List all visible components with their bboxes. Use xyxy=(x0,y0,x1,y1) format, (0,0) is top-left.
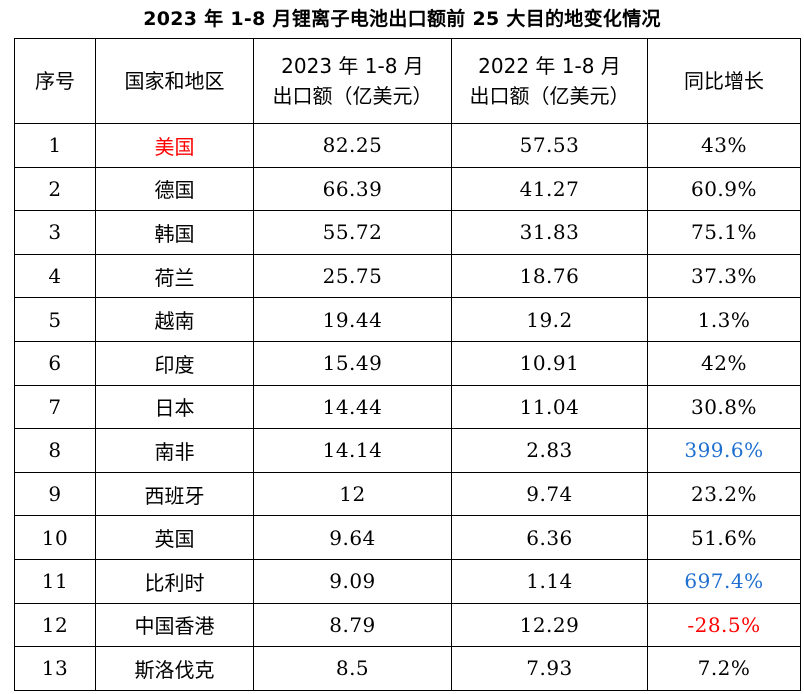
cell-seq: 8 xyxy=(14,428,96,473)
cell-export-2023: 12 xyxy=(253,471,452,517)
cell-yoy-growth: 75.1% xyxy=(647,210,801,255)
cell-export-2022: 11.04 xyxy=(451,384,648,430)
cell-export-2023: 8.5 xyxy=(253,646,452,691)
cell-export-2023: 19.44 xyxy=(253,297,452,342)
cell-yoy-growth: 1.3% xyxy=(647,297,801,342)
cell-export-2022: 41.27 xyxy=(451,166,648,212)
cell-seq: 10 xyxy=(14,515,96,560)
cell-seq: 1 xyxy=(14,123,96,168)
table-row: 11 比利时 9.09 1.14 697.4% xyxy=(14,558,801,604)
cell-seq: 6 xyxy=(14,340,96,386)
cell-yoy-growth: 30.8% xyxy=(647,384,801,430)
cell-region: 中国香港 xyxy=(95,602,254,648)
cell-yoy-growth: 7.2% xyxy=(647,646,801,691)
cell-export-2023: 9.09 xyxy=(253,558,452,604)
cell-region: 日本 xyxy=(95,384,254,430)
table-row: 10 英国 9.64 6.36 51.6% xyxy=(14,515,801,560)
cell-region: 美国 xyxy=(95,123,254,168)
cell-export-2022: 1.14 xyxy=(451,558,648,604)
cell-seq: 13 xyxy=(14,646,96,691)
export-table: 序号 国家和地区 2023 年 1-8 月 出口额（亿美元） 2022 年 1-… xyxy=(14,38,801,691)
cell-export-2023: 15.49 xyxy=(253,340,452,386)
header-2023-export: 2023 年 1-8 月 出口额（亿美元） xyxy=(253,38,452,124)
cell-export-2022: 2.83 xyxy=(451,428,648,473)
table-row: 9 西班牙 12 9.74 23.2% xyxy=(14,471,801,517)
cell-region: 南非 xyxy=(95,428,254,473)
cell-export-2023: 55.72 xyxy=(253,210,452,255)
cell-yoy-growth: 697.4% xyxy=(647,558,801,604)
cell-yoy-growth: 60.9% xyxy=(647,166,801,212)
cell-region: 越南 xyxy=(95,297,254,342)
cell-export-2022: 19.2 xyxy=(451,297,648,342)
table-row: 12 中国香港 8.79 12.29 -28.5% xyxy=(14,602,801,648)
cell-export-2023: 14.44 xyxy=(253,384,452,430)
cell-export-2022: 31.83 xyxy=(451,210,648,255)
table-header-row: 序号 国家和地区 2023 年 1-8 月 出口额（亿美元） 2022 年 1-… xyxy=(14,38,801,124)
cell-export-2022: 10.91 xyxy=(451,340,648,386)
cell-seq: 4 xyxy=(14,253,96,299)
header-2023-unit: 出口额（亿美元） xyxy=(272,84,433,108)
cell-seq: 5 xyxy=(14,297,96,342)
cell-export-2022: 6.36 xyxy=(451,515,648,560)
cell-export-2022: 12.29 xyxy=(451,602,648,648)
table-row: 6 印度 15.49 10.91 42% xyxy=(14,340,801,386)
cell-export-2023: 9.64 xyxy=(253,515,452,560)
cell-yoy-growth: 399.6% xyxy=(647,428,801,473)
cell-yoy-growth: 43% xyxy=(647,123,801,168)
cell-region: 斯洛伐克 xyxy=(95,646,254,691)
header-seq: 序号 xyxy=(14,38,96,124)
cell-export-2022: 57.53 xyxy=(451,123,648,168)
table-row: 3 韩国 55.72 31.83 75.1% xyxy=(14,210,801,255)
cell-export-2022: 9.74 xyxy=(451,471,648,517)
header-2022-export: 2022 年 1-8 月 出口额（亿美元） xyxy=(451,38,648,124)
cell-export-2023: 66.39 xyxy=(253,166,452,212)
cell-region: 比利时 xyxy=(95,558,254,604)
header-region: 国家和地区 xyxy=(95,38,254,124)
cell-seq: 9 xyxy=(14,471,96,517)
cell-seq: 2 xyxy=(14,166,96,212)
cell-yoy-growth: 42% xyxy=(647,340,801,386)
table-row: 2 德国 66.39 41.27 60.9% xyxy=(14,166,801,212)
table-row: 8 南非 14.14 2.83 399.6% xyxy=(14,428,801,473)
cell-region: 印度 xyxy=(95,340,254,386)
table-row: 1 美国 82.25 57.53 43% xyxy=(14,123,801,168)
header-2022-unit: 出口额（亿美元） xyxy=(469,84,630,108)
cell-seq: 7 xyxy=(14,384,96,430)
cell-export-2022: 18.76 xyxy=(451,253,648,299)
cell-region: 韩国 xyxy=(95,210,254,255)
cell-export-2022: 7.93 xyxy=(451,646,648,691)
table-row: 13 斯洛伐克 8.5 7.93 7.2% xyxy=(14,646,801,691)
header-yoy-growth: 同比增长 xyxy=(647,38,801,124)
cell-region: 西班牙 xyxy=(95,471,254,517)
cell-region: 英国 xyxy=(95,515,254,560)
header-2023-period: 2023 年 1-8 月 xyxy=(281,54,424,78)
table-row: 5 越南 19.44 19.2 1.3% xyxy=(14,297,801,342)
table-row: 7 日本 14.44 11.04 30.8% xyxy=(14,384,801,430)
cell-seq: 3 xyxy=(14,210,96,255)
cell-seq: 11 xyxy=(14,558,96,604)
cell-export-2023: 82.25 xyxy=(253,123,452,168)
cell-seq: 12 xyxy=(14,602,96,648)
cell-region: 荷兰 xyxy=(95,253,254,299)
cell-export-2023: 25.75 xyxy=(253,253,452,299)
cell-yoy-growth: -28.5% xyxy=(647,602,801,648)
cell-yoy-growth: 23.2% xyxy=(647,471,801,517)
cell-region: 德国 xyxy=(95,166,254,212)
header-2022-period: 2022 年 1-8 月 xyxy=(478,54,621,78)
table-row: 4 荷兰 25.75 18.76 37.3% xyxy=(14,253,801,299)
table-body: 1 美国 82.25 57.53 43% 2 德国 66.39 41.27 60.9% 3 韩国 55.… xyxy=(14,123,801,691)
cell-yoy-growth: 37.3% xyxy=(647,253,801,299)
cell-yoy-growth: 51.6% xyxy=(647,515,801,560)
cell-export-2023: 14.14 xyxy=(253,428,452,473)
page-title: 2023 年 1-8 月锂离子电池出口额前 25 大目的地变化情况 xyxy=(143,8,661,30)
cell-export-2023: 8.79 xyxy=(253,602,452,648)
